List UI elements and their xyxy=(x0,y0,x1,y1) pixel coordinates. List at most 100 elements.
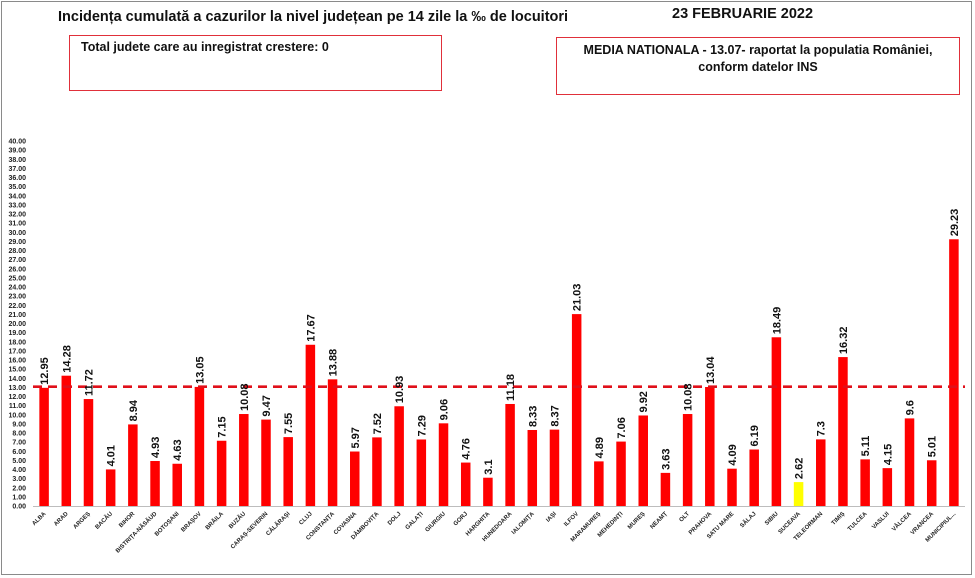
x-tick-label: ILFOV xyxy=(563,511,580,528)
x-tick-label: DOLJ xyxy=(387,511,403,527)
data-label: 2.62 xyxy=(794,458,806,479)
data-label: 4.76 xyxy=(461,438,473,459)
data-label: 9.6 xyxy=(905,400,917,415)
data-label: 4.63 xyxy=(172,439,184,460)
x-tick-label: OLT xyxy=(679,511,692,524)
bar xyxy=(926,460,937,506)
data-label: 8.94 xyxy=(128,399,140,421)
data-label: 9.06 xyxy=(439,399,451,420)
bar xyxy=(172,463,182,506)
data-label: 7.3 xyxy=(816,421,828,436)
data-label: 7.15 xyxy=(217,416,229,437)
data-label: 12.95 xyxy=(39,357,51,385)
bar xyxy=(682,414,693,506)
bar xyxy=(372,437,382,506)
data-label: 16.32 xyxy=(838,327,850,355)
bar xyxy=(705,387,715,506)
y-tick-label: 16.00 xyxy=(8,358,26,365)
data-label: 10.08 xyxy=(239,383,251,411)
bar xyxy=(638,415,648,506)
data-label: 7.55 xyxy=(283,413,295,434)
data-label: 4.89 xyxy=(594,437,606,458)
x-tick-label: CĂLĂRAȘI xyxy=(265,510,292,537)
data-label: 3.63 xyxy=(660,448,672,469)
bar xyxy=(771,337,782,506)
y-tick-label: 34.00 xyxy=(8,193,26,200)
data-label: 4.01 xyxy=(106,445,118,466)
y-tick-label: 28.00 xyxy=(8,248,26,255)
data-label: 9.92 xyxy=(638,391,650,412)
y-tick-label: 20.00 xyxy=(8,321,26,328)
x-tick-label: GIURGIU xyxy=(425,511,447,533)
bar xyxy=(128,424,138,506)
x-tick-label: BUZĂU xyxy=(227,510,247,530)
y-tick-label: 15.00 xyxy=(8,367,26,374)
bar xyxy=(483,477,493,506)
y-tick-label: 21.00 xyxy=(8,312,26,319)
x-tick-label: SIBIU xyxy=(764,511,780,527)
y-tick-label: 36.00 xyxy=(8,175,26,182)
national-average-line2: conform datelor INS xyxy=(698,60,818,74)
y-tick-label: 14.00 xyxy=(8,376,26,383)
data-label: 10.93 xyxy=(394,376,406,404)
bar xyxy=(460,462,471,506)
y-tick-label: 25.00 xyxy=(8,275,26,282)
data-label: 11.72 xyxy=(83,369,95,396)
y-tick-label: 5.00 xyxy=(12,458,26,465)
data-label: 7.06 xyxy=(616,417,628,438)
data-label: 8.33 xyxy=(527,406,539,427)
y-tick-label: 35.00 xyxy=(8,184,26,191)
x-tick-label: BISTRIȚA-NĂSĂUD xyxy=(114,510,159,555)
y-tick-label: 39.00 xyxy=(8,148,26,155)
data-label: 5.97 xyxy=(350,427,362,448)
bar xyxy=(616,441,626,506)
bar xyxy=(838,357,848,506)
data-label: 14.28 xyxy=(61,345,73,373)
bar xyxy=(882,468,893,506)
data-label: 29.23 xyxy=(949,209,961,237)
data-label: 18.49 xyxy=(771,307,783,335)
bar xyxy=(394,406,404,506)
bar xyxy=(194,386,205,506)
y-tick-label: 10.00 xyxy=(8,412,26,419)
data-label: 17.67 xyxy=(305,314,317,342)
data-label: 5.01 xyxy=(927,436,939,457)
data-label: 7.52 xyxy=(372,413,384,434)
bar xyxy=(505,403,515,506)
y-tick-label: 31.00 xyxy=(8,221,26,228)
y-tick-label: 32.00 xyxy=(8,212,26,219)
y-tick-label: 30.00 xyxy=(8,230,26,237)
national-average-line1: MEDIA NATIONALA - 13.07- raportat la pop… xyxy=(583,43,933,57)
y-tick-label: 37.00 xyxy=(8,166,26,173)
data-label: 3.1 xyxy=(483,459,495,474)
x-tick-label: BRĂILA xyxy=(204,510,225,531)
data-label: 5.11 xyxy=(860,436,872,457)
bar xyxy=(216,440,227,506)
bar xyxy=(61,375,72,506)
chart-title: Incidența cumulată a cazurilor la nivel … xyxy=(58,9,569,25)
data-label: 13.04 xyxy=(705,356,717,384)
report-date: 23 FEBRUARIE 2022 xyxy=(672,6,814,22)
bar xyxy=(83,399,94,506)
bar xyxy=(327,379,338,506)
y-tick-label: 11.00 xyxy=(9,403,26,410)
y-tick-label: 0.00 xyxy=(12,504,26,511)
bar xyxy=(749,449,759,506)
bar xyxy=(860,459,870,506)
y-tick-label: 24.00 xyxy=(8,285,26,292)
y-tick-label: 33.00 xyxy=(8,202,26,209)
bar xyxy=(727,468,737,506)
x-tick-label: BIHOR xyxy=(118,511,136,529)
bar xyxy=(39,387,49,506)
y-tick-label: 7.00 xyxy=(12,440,26,447)
bar xyxy=(571,314,582,506)
x-tick-label: SĂLAJ xyxy=(739,510,758,529)
bar xyxy=(416,439,427,506)
bar xyxy=(239,414,249,506)
bar xyxy=(549,429,560,506)
x-tick-label: VASLUI xyxy=(871,511,891,531)
data-label: 21.03 xyxy=(572,284,584,312)
y-tick-label: 8.00 xyxy=(12,431,26,438)
data-label: 9.47 xyxy=(261,395,273,416)
